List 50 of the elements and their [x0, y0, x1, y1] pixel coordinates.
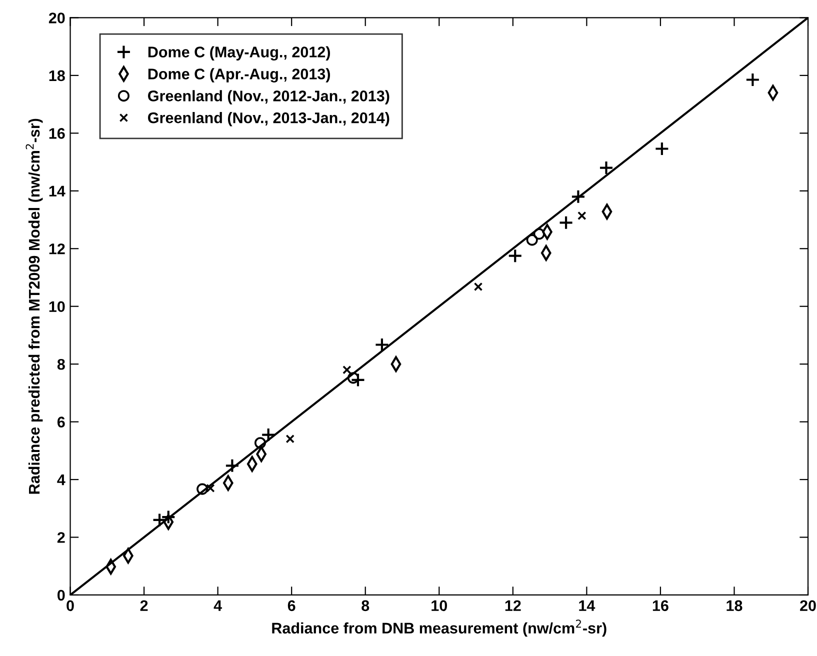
point [224, 458, 240, 473]
point [152, 512, 167, 528]
y-tick-label: 10 [49, 301, 65, 312]
point [161, 510, 176, 524]
point [598, 160, 614, 176]
point [578, 211, 586, 220]
point [206, 484, 215, 493]
y-tick-label: 2 [57, 532, 65, 543]
y-tick-label: 8 [57, 358, 65, 370]
y-tick-label: 12 [49, 243, 65, 254]
y-tick-label: 4 [57, 474, 66, 486]
legend-label: Dome C (May-Aug., 2012) [148, 46, 330, 61]
y-axis-title: Radiance predicted from MT2009 Model (nw/cm$^{2}$-sr) [26, 118, 43, 494]
y-tick-label: 16 [49, 128, 65, 139]
point [347, 372, 359, 384]
point [196, 483, 208, 495]
point [526, 234, 538, 246]
point [533, 228, 545, 240]
x-tick-label: 8 [362, 600, 370, 612]
point [654, 141, 670, 156]
x-tick-label: 0 [66, 600, 74, 612]
point [254, 437, 266, 449]
point [374, 337, 390, 352]
x-tick-label: 2 [140, 600, 148, 611]
point [508, 248, 522, 264]
y-tick-label: 14 [49, 186, 66, 196]
point [570, 189, 586, 204]
point [350, 372, 366, 388]
point [286, 434, 294, 444]
point [558, 215, 574, 230]
point [474, 282, 483, 292]
x-tick-label: 20 [800, 600, 816, 612]
point [342, 365, 352, 374]
x-tick-label: 4 [214, 600, 222, 611]
legend-label: Dome C (Apr.-Aug., 2013) [148, 68, 330, 82]
point [261, 428, 276, 442]
x-tick-label: 12 [505, 600, 521, 611]
x-axis-title: Radiance from DNB measurement (nw/cm$^{2}$-sr) [272, 620, 606, 637]
y-tick-label: 6 [57, 416, 65, 428]
y-tick-label: 18 [49, 70, 65, 82]
x-tick-label: 10 [432, 600, 448, 612]
x-tick-label: 6 [288, 600, 296, 612]
y-tick-label: 20 [48, 12, 65, 24]
legend-label: Greenland (Nov., 2013-Jan., 2014) [148, 112, 390, 126]
x-tick-label: 14 [579, 600, 596, 611]
legend-label: Greenland (Nov., 2012-Jan., 2013) [148, 90, 390, 104]
x-tick-label: 18 [726, 600, 742, 612]
x-tick-label: 16 [652, 600, 668, 612]
point [745, 72, 760, 88]
y-tick-label: 0 [58, 590, 65, 601]
